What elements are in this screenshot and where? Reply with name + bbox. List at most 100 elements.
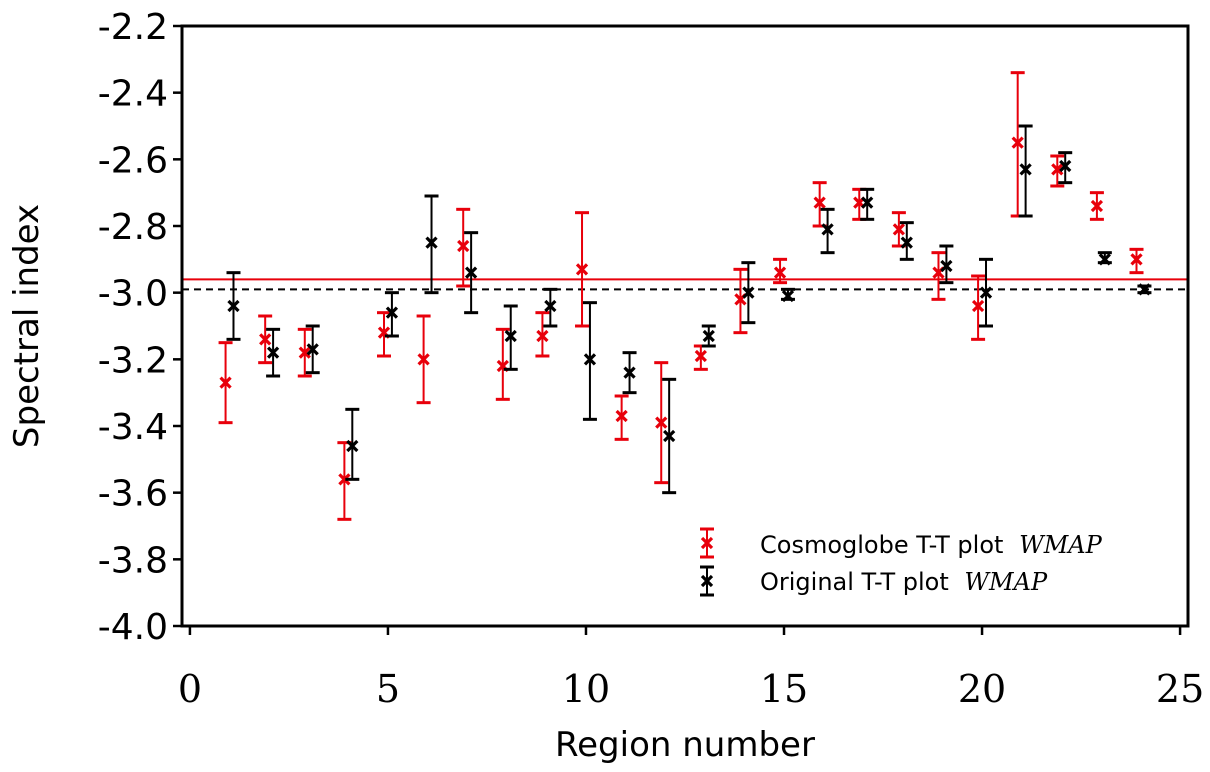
x-marker xyxy=(227,299,240,313)
x-tick-label: 10 xyxy=(562,667,610,711)
data-point xyxy=(456,207,471,288)
x-marker xyxy=(623,366,636,379)
x-marker xyxy=(694,349,707,363)
data-point xyxy=(1129,247,1144,275)
legend-series-name-original: Original T-T plot xyxy=(760,568,949,596)
data-point xyxy=(979,257,994,328)
data-point xyxy=(971,274,986,341)
x-marker xyxy=(536,329,549,343)
y-tick-label: -3.2 xyxy=(98,340,168,381)
x-marker xyxy=(702,329,715,343)
data-point xyxy=(773,257,788,285)
y-tick-label: -3.0 xyxy=(98,274,168,315)
x-marker xyxy=(457,239,470,253)
x-axis-label: Region number xyxy=(555,725,815,765)
legend-series-name-cosmoglobe: Cosmoglobe T-T plot xyxy=(760,531,1003,559)
data-point xyxy=(780,287,795,303)
x-marker xyxy=(892,223,906,236)
series-cosmoglobe xyxy=(218,71,1144,521)
x-marker xyxy=(900,236,913,249)
legend-symbol xyxy=(700,527,714,559)
x-marker xyxy=(425,236,438,249)
data-point xyxy=(860,187,875,221)
y-tick-label: -3.4 xyxy=(98,407,168,448)
legend-label-cosmoglobe: Cosmoglobe T-T plot WMAP xyxy=(760,531,1103,559)
data-point xyxy=(416,314,431,405)
data-point xyxy=(662,377,677,495)
x-marker xyxy=(655,416,668,429)
data-point xyxy=(218,341,233,425)
x-tick-label: 20 xyxy=(958,667,1006,711)
x-marker xyxy=(615,409,628,423)
x-tick-label: 0 xyxy=(178,667,202,711)
data-point xyxy=(297,327,312,378)
data-point xyxy=(899,221,914,261)
y-axis-label: Spectral index xyxy=(7,204,47,448)
data-point xyxy=(654,361,669,485)
data-point xyxy=(582,301,597,421)
data-point xyxy=(622,351,637,395)
x-marker xyxy=(971,299,985,313)
x-marker xyxy=(583,353,597,366)
series-original xyxy=(226,124,1152,495)
x-marker xyxy=(259,333,272,346)
y-tick-label: -4.0 xyxy=(98,607,168,648)
y-tick-label: -3.8 xyxy=(98,540,168,581)
x-tick-label: 15 xyxy=(760,667,808,711)
data-point xyxy=(693,344,708,371)
data-point xyxy=(575,211,590,328)
y-tick-label: -2.4 xyxy=(98,74,168,115)
data-point xyxy=(614,394,629,441)
x-marker xyxy=(338,473,351,486)
y-axis-ticks: -4.0 -3.8 -3.6 -3.4 -3.2 -3.0 -2.8 -2.6 -2.4 -2.2 xyxy=(98,7,182,648)
x-marker xyxy=(1098,253,1111,266)
data-point xyxy=(1097,251,1112,266)
data-point xyxy=(543,287,558,328)
x-marker xyxy=(781,289,795,303)
x-marker xyxy=(773,266,787,279)
legend-series-math-original: WMAP xyxy=(964,568,1048,596)
x-marker xyxy=(821,223,834,236)
x-marker xyxy=(306,343,319,356)
data-point xyxy=(535,311,550,358)
data-point xyxy=(258,314,273,365)
y-tick-label: -2.2 xyxy=(98,7,168,48)
x-marker xyxy=(940,259,953,273)
plot-frame xyxy=(180,24,1190,628)
x-marker xyxy=(742,286,755,299)
x-marker xyxy=(298,346,311,359)
data-point xyxy=(503,304,518,371)
x-marker xyxy=(417,353,430,366)
data-point xyxy=(266,327,281,378)
data-point xyxy=(384,291,399,338)
x-marker xyxy=(219,376,232,389)
x-marker xyxy=(1138,283,1151,296)
data-point xyxy=(1018,124,1033,218)
x-marker xyxy=(1130,253,1143,266)
data-point xyxy=(1089,191,1104,221)
data-points xyxy=(218,71,1152,521)
x-marker xyxy=(979,286,993,299)
data-point xyxy=(939,244,954,285)
legend-marker-cosmoglobe xyxy=(700,527,714,559)
data-point xyxy=(1010,71,1025,218)
y-tick-label: -2.6 xyxy=(98,140,168,181)
data-point xyxy=(1050,154,1065,188)
data-point xyxy=(931,251,946,301)
x-marker xyxy=(385,306,399,319)
legend-marker-original xyxy=(700,565,714,597)
data-point xyxy=(701,324,716,348)
x-marker xyxy=(464,266,478,279)
x-marker xyxy=(813,196,826,209)
data-point xyxy=(1137,283,1152,296)
x-marker xyxy=(504,329,517,343)
legend-symbol xyxy=(700,565,714,597)
x-marker xyxy=(1019,163,1032,176)
x-axis-ticks: 0 5 10 15 20 25 xyxy=(178,626,1204,711)
data-point xyxy=(741,261,756,325)
legend-label-original: Original T-T plot WMAP xyxy=(760,568,1048,596)
data-point xyxy=(226,271,241,341)
x-marker xyxy=(700,574,714,588)
